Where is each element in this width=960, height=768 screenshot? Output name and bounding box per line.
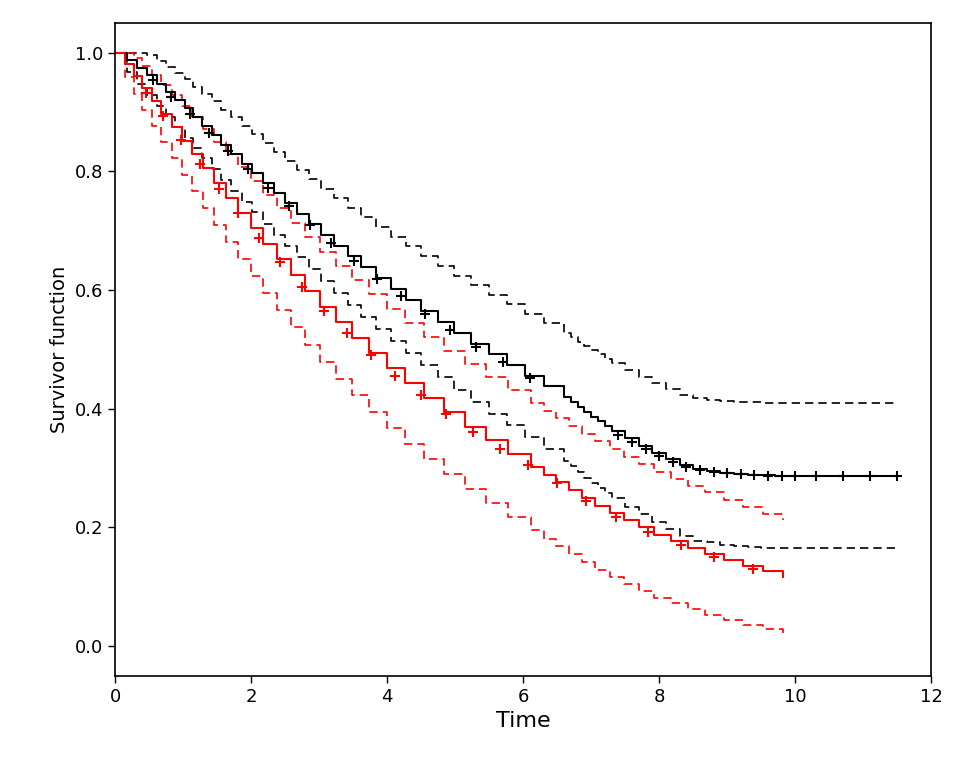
Y-axis label: Survivor function: Survivor function	[50, 266, 69, 433]
X-axis label: Time: Time	[496, 711, 550, 731]
